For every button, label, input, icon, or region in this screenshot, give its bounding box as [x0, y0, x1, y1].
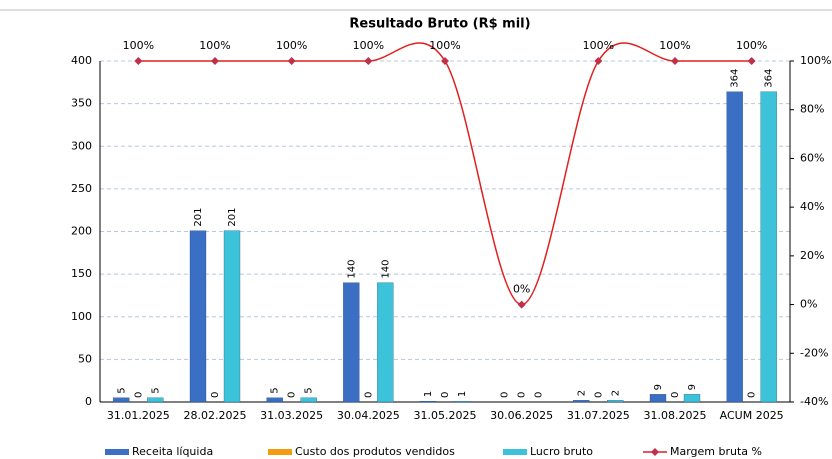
bar — [649, 394, 667, 403]
legend-swatch — [651, 448, 659, 456]
x-tick-label: 28.02.2025 — [184, 409, 247, 422]
line-marker — [517, 300, 526, 309]
legend-label: Lucro bruto — [530, 445, 593, 458]
y-tick-label: 300 — [71, 139, 92, 152]
data-label: 100% — [429, 39, 460, 52]
x-tick-label: 31.03.2025 — [260, 409, 323, 422]
data-label: 0 — [670, 392, 681, 398]
data-label: 5 — [270, 387, 281, 393]
line-marker — [747, 57, 756, 65]
legend-swatch — [268, 449, 292, 455]
bar — [607, 400, 624, 403]
legend-label: Receita líquida — [132, 445, 213, 458]
line-marker — [211, 57, 219, 65]
bar — [147, 397, 164, 403]
data-label: 0 — [287, 392, 298, 398]
x-tick-label: 30.04.2025 — [337, 409, 400, 422]
data-label: 140 — [380, 260, 391, 279]
bar — [343, 282, 360, 403]
line-marker — [671, 57, 679, 65]
data-label: 0 — [747, 392, 758, 398]
line — [138, 42, 752, 306]
legend-swatch — [105, 449, 129, 455]
data-label: 0 — [500, 392, 511, 398]
y-tick-label: 200 — [71, 225, 92, 238]
bar — [113, 397, 130, 403]
bar — [189, 230, 207, 403]
y2-tick-label: 40% — [800, 200, 824, 213]
y2-tick-label: 20% — [800, 249, 824, 262]
data-label: 1 — [457, 391, 468, 397]
y-tick-label: 50 — [78, 352, 92, 365]
data-label: 0 — [363, 392, 374, 398]
line-marker — [594, 57, 603, 65]
line-marker — [287, 57, 296, 65]
y-tick-label: 350 — [71, 97, 92, 110]
line-marker — [441, 57, 449, 65]
y-tick-label: 100 — [71, 310, 92, 323]
data-label: 0 — [440, 392, 451, 398]
line-marker — [134, 57, 143, 65]
x-tick-label: 31.08.2025 — [644, 409, 707, 422]
data-label: 201 — [193, 208, 204, 227]
data-label: 100% — [736, 39, 767, 52]
bar — [419, 400, 437, 403]
y-tick-label: 150 — [71, 267, 92, 280]
data-label: 100% — [276, 39, 307, 52]
x-tick-label: 31.07.2025 — [567, 409, 630, 422]
data-label: 364 — [730, 69, 741, 88]
data-label: 140 — [346, 260, 357, 279]
data-label: 100% — [583, 39, 614, 52]
data-label: 0 — [210, 392, 221, 398]
bar — [223, 230, 241, 403]
y2-tick-label: -20% — [800, 346, 828, 359]
data-label: 5 — [116, 387, 127, 393]
line-marker — [364, 57, 373, 65]
y-tick-label: 250 — [71, 182, 92, 195]
bar — [453, 400, 471, 403]
y2-tick-label: 100% — [800, 54, 831, 67]
data-label: 201 — [227, 208, 238, 227]
x-tick-label: 31.05.2025 — [414, 409, 477, 422]
data-label: 100% — [199, 39, 230, 52]
data-label: 0 — [534, 392, 545, 398]
bar — [573, 400, 590, 403]
data-label: 0 — [517, 392, 528, 398]
data-label: 2 — [610, 390, 621, 396]
data-label: 100% — [353, 39, 384, 52]
chart-title: Resultado Bruto (R$ mil) — [349, 17, 530, 32]
y2-tick-label: -40% — [800, 395, 828, 408]
y-tick-label: 0 — [85, 395, 92, 408]
legend-swatch — [503, 449, 527, 455]
data-label: 2 — [576, 390, 587, 396]
x-tick-label: 30.06.2025 — [490, 409, 553, 422]
data-label: 100% — [123, 39, 154, 52]
bar — [266, 397, 283, 403]
data-label: 9 — [687, 384, 698, 390]
data-label: 9 — [653, 384, 664, 390]
y-tick-label: 400 — [71, 54, 92, 67]
bar — [300, 397, 317, 403]
bar — [760, 91, 777, 403]
y2-tick-label: 80% — [800, 103, 824, 116]
bar — [683, 394, 701, 403]
data-label: 5 — [150, 387, 161, 393]
y2-tick-label: 60% — [800, 151, 824, 164]
data-label: 0 — [133, 392, 144, 398]
y2-tick-label: 0% — [800, 298, 817, 311]
data-label: 0% — [513, 283, 530, 296]
data-label: 1 — [423, 391, 434, 397]
data-label: 364 — [764, 69, 775, 88]
x-tick-label: 31.01.2025 — [107, 409, 170, 422]
bar — [377, 282, 394, 403]
legend-label: Custo dos produtos vendidos — [295, 445, 455, 458]
x-tick-label: ACUM 2025 — [720, 409, 784, 422]
data-label: 100% — [659, 39, 690, 52]
data-label: 0 — [593, 392, 604, 398]
bar — [726, 91, 743, 403]
data-label: 5 — [304, 387, 315, 393]
legend-label: Margem bruta % — [670, 445, 762, 458]
